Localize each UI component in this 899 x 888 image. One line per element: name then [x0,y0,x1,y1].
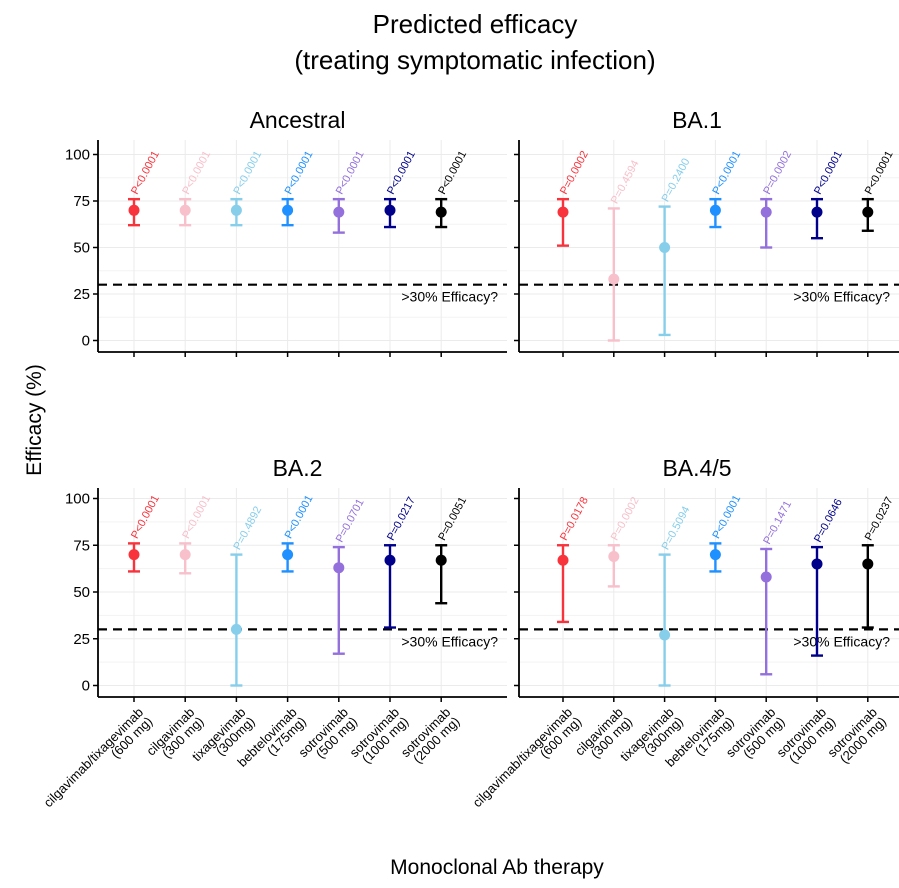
reference-label: >30% Efficacy? [793,633,890,649]
data-point [128,204,140,216]
data-point [230,623,242,635]
data-point [333,562,345,574]
data-point [862,206,874,218]
data-point [128,549,140,561]
y-tick-label: 25 [73,631,90,648]
data-point [608,273,620,285]
chart-title-line-1: Predicted efficacy [373,9,578,39]
reference-label: >30% Efficacy? [401,633,498,649]
chart-title-line-2: (treating symptomatic infection) [294,45,655,75]
data-point [709,549,721,561]
data-point [659,242,671,253]
data-point [179,549,191,561]
panel-4: BA.4/5>30% Efficacy?P=0.0178 P=0.0002 P=0.… [469,455,899,820]
x-axis-title: Monoclonal Ab therapy [390,856,604,879]
panel-2: BA.1>30% Efficacy?P=0.0002 P=0.4594 P=0.24… [514,107,899,357]
data-point [811,558,823,570]
y-tick-label: 0 [82,333,90,350]
y-tick-label: 0 [82,678,90,695]
panel-title: BA.2 [273,455,323,481]
data-point [179,204,191,216]
data-point [811,206,823,218]
x-tick-label: sotrovimab(1000 mg) [347,705,412,770]
data-point [760,571,772,583]
y-tick-label: 100 [65,147,90,164]
reference-label: >30% Efficacy? [793,289,890,305]
data-point [659,629,671,641]
data-point [608,550,620,562]
data-point [709,204,721,216]
y-tick-label: 75 [73,193,90,210]
y-tick-label: 50 [73,240,90,257]
panel-title: BA.1 [672,107,722,133]
data-point [282,549,294,561]
data-point [760,206,772,218]
data-point [230,204,242,216]
y-tick-label: 100 [65,491,90,508]
x-tick-label: sotrovimab(500 mg) [723,705,788,770]
y-axis-title: Efficacy (%) [23,364,46,476]
data-point [384,554,396,566]
x-tick-label: sotrovimab(500 mg) [295,705,360,770]
y-tick-label: 75 [73,537,90,554]
y-tick-label: 50 [73,584,90,601]
data-point [282,204,294,216]
data-point [384,204,396,216]
data-point [862,558,874,570]
data-point [435,554,447,566]
x-tick-label: cilgavimab/tixagevimab(600 mg) [469,705,584,820]
panel-title: Ancestral [250,107,346,133]
data-point [557,206,569,218]
x-tick-label: sotrovimab(1000 mg) [774,705,839,770]
x-tick-label: cilgavimab/tixagevimab(600 mg) [40,705,155,820]
reference-label: >30% Efficacy? [401,289,498,305]
y-tick-label: 25 [73,286,90,303]
data-point [333,206,345,218]
panel-title: BA.4/5 [662,455,731,481]
data-point [557,554,569,566]
data-point [435,206,447,218]
x-tick-label: sotrovimab(2000 mg) [824,705,889,770]
x-tick-label: sotrovimab(2000 mg) [398,705,463,770]
